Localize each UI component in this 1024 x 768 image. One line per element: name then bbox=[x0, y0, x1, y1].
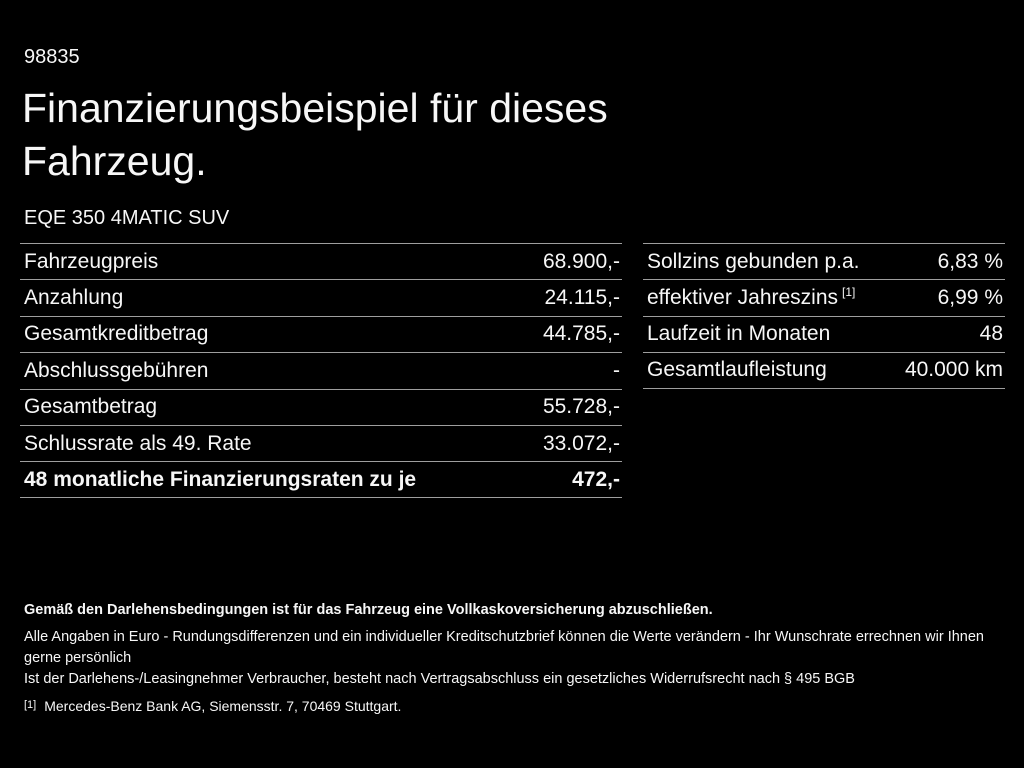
table-row-gesamtkreditbetrag: Gesamtkreditbetrag 44.785,- bbox=[20, 315, 622, 352]
disclaimer-euro-line: Alle Angaben in Euro - Rundungsdifferenz… bbox=[24, 629, 984, 666]
table-row-gesamtbetrag: Gesamtbetrag 55.728,- bbox=[20, 388, 622, 425]
row-value: 44.785,- bbox=[542, 322, 620, 346]
finance-table: Fahrzeugpreis 68.900,- Anzahlung 24.115,… bbox=[20, 243, 622, 498]
row-label: Laufzeit in Monaten bbox=[647, 322, 831, 346]
vehicle-model: EQE 350 4MATIC SUV bbox=[24, 207, 230, 229]
table-row-abschlussgebuehren: Abschlussgebühren - bbox=[20, 352, 622, 388]
conditions-table: Sollzins gebunden p.a. 6,83 % effektiver… bbox=[643, 243, 1005, 389]
footnote-bank: [1] Mercedes-Benz Bank AG, Siemensstr. 7,… bbox=[24, 697, 1000, 715]
disclaimer-widerruf-line: Ist der Darlehens-/Leasingnehmer Verbrau… bbox=[24, 671, 855, 687]
row-value: 472,- bbox=[572, 467, 620, 491]
table-row-laufzeit: Laufzeit in Monaten 48 bbox=[643, 315, 1005, 352]
row-label: Gesamtbetrag bbox=[24, 395, 158, 419]
page-title-line2: Fahrzeug. bbox=[22, 138, 207, 184]
table-row-monatsrate: 48 monatliche Finanzierungsraten zu je 4… bbox=[20, 461, 622, 498]
row-label: Sollzins gebunden p.a. bbox=[647, 249, 860, 273]
footnote-reference: [1] bbox=[842, 285, 856, 300]
disclaimer-section: Gemäß den Darlehensbedingungen ist für d… bbox=[24, 602, 1000, 715]
listing-id: 98835 bbox=[24, 46, 80, 68]
row-value: 6,83 % bbox=[937, 249, 1003, 273]
row-label: Anzahlung bbox=[24, 286, 124, 310]
row-label-text: effektiver Jahreszins bbox=[647, 286, 839, 310]
row-value: 68.900,- bbox=[542, 249, 620, 273]
row-value: 33.072,- bbox=[542, 431, 620, 455]
table-row-anzahlung: Anzahlung 24.115,- bbox=[20, 279, 622, 315]
table-row-fahrzeugpreis: Fahrzeugpreis 68.900,- bbox=[20, 243, 622, 279]
table-row-gesamtlaufleistung: Gesamtlaufleistung 40.000 km bbox=[643, 352, 1005, 389]
row-value: 55.728,- bbox=[542, 395, 620, 419]
row-value: 48 bbox=[979, 322, 1003, 346]
footnote-marker: [1] bbox=[24, 699, 37, 711]
page-title-line1: Finanzierungsbeispiel für dieses bbox=[22, 85, 608, 131]
footnote-text: Mercedes-Benz Bank AG, Siemensstr. 7, 70… bbox=[44, 698, 402, 714]
row-label: Fahrzeugpreis bbox=[24, 249, 159, 273]
page-title: Finanzierungsbeispiel für dieses Fahrzeu… bbox=[22, 82, 608, 188]
row-value: - bbox=[613, 358, 620, 382]
disclaimer-insurance-line: Gemäß den Darlehensbedingungen ist für d… bbox=[24, 602, 713, 618]
table-row-effektiver-jahreszins: effektiver Jahreszins [1] 6,99 % bbox=[643, 279, 1005, 315]
finance-tables-area: Fahrzeugpreis 68.900,- Anzahlung 24.115,… bbox=[20, 243, 1005, 498]
row-label: Gesamtkreditbetrag bbox=[24, 322, 209, 346]
table-row-sollzins: Sollzins gebunden p.a. 6,83 % bbox=[643, 243, 1005, 279]
row-label: 48 monatliche Finanzierungsraten zu je bbox=[24, 467, 417, 491]
row-label: Abschlussgebühren bbox=[24, 358, 209, 382]
row-value: 24.115,- bbox=[544, 286, 621, 310]
row-value: 40.000 km bbox=[904, 358, 1003, 382]
row-label: Schlussrate als 49. Rate bbox=[24, 431, 252, 455]
table-row-schlussrate: Schlussrate als 49. Rate 33.072,- bbox=[20, 424, 622, 461]
row-label: effektiver Jahreszins [1] bbox=[643, 286, 855, 310]
row-value: 6,99 % bbox=[937, 286, 1003, 310]
row-label: Gesamtlaufleistung bbox=[647, 358, 827, 382]
